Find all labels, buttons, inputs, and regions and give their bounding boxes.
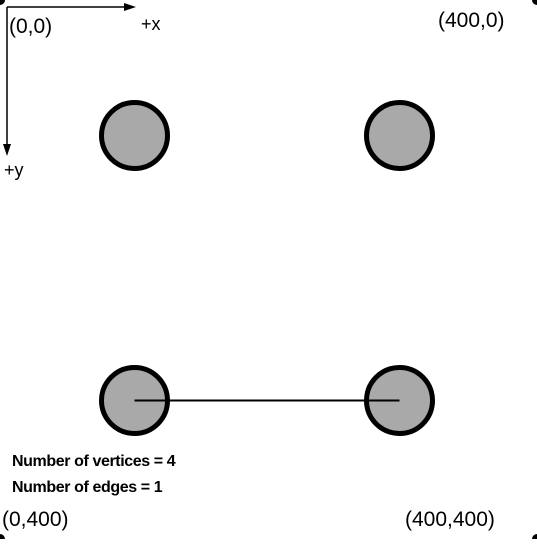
x-axis-arrowhead <box>124 3 136 11</box>
y-axis-label: +y <box>4 160 24 180</box>
coord-label-top-left: (0,0) <box>9 15 52 38</box>
edge-count-text: Number of edges = 1 <box>12 479 163 496</box>
x-axis-label: +x <box>141 14 161 34</box>
vertex-1 <box>364 100 435 171</box>
coord-label-bottom-left: (0,400) <box>2 508 69 531</box>
axes: +x +y <box>3 3 161 180</box>
corner-marker-bottom-left <box>0 534 5 544</box>
corner-marker-bottom-right <box>532 534 537 544</box>
corner-marker-top-left <box>0 0 5 5</box>
graph-stats: Number of vertices = 4 Number of edges =… <box>12 453 176 496</box>
coordinate-labels: (0,0) (400,0) (0,400) (400,400) <box>2 9 505 531</box>
y-axis-arrowhead <box>3 144 11 156</box>
vertex-0 <box>99 100 170 171</box>
vertex-count-text: Number of vertices = 4 <box>12 453 176 470</box>
corner-marker-top-right <box>532 0 537 5</box>
coord-label-bottom-right: (400,400) <box>405 508 495 531</box>
vertices <box>99 100 435 436</box>
coord-label-top-right: (400,0) <box>438 9 505 32</box>
